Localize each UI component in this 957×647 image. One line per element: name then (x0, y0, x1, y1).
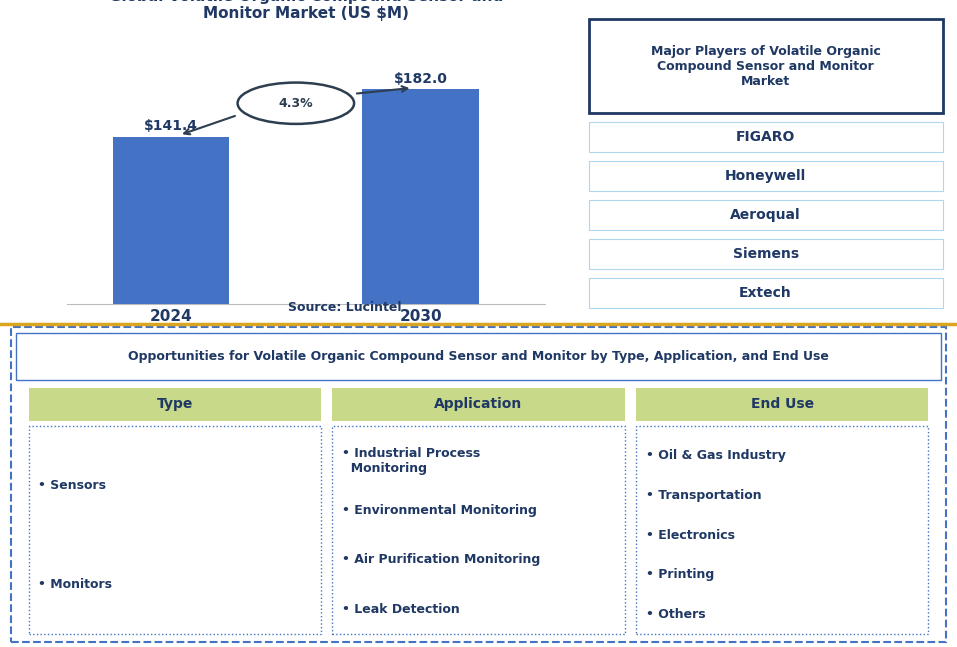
Text: • Transportation: • Transportation (646, 489, 761, 502)
Text: • Printing: • Printing (646, 568, 714, 581)
Text: Type: Type (157, 397, 193, 411)
Text: • Others: • Others (646, 608, 705, 620)
Text: Source: Lucintel: Source: Lucintel (288, 301, 402, 314)
Text: Aeroqual: Aeroqual (730, 208, 801, 222)
Text: • Environmental Monitoring: • Environmental Monitoring (342, 504, 537, 517)
Text: • Leak Detection: • Leak Detection (342, 603, 459, 616)
Text: • Electronics: • Electronics (646, 529, 735, 542)
Bar (113, 137, 230, 304)
Bar (363, 89, 478, 304)
Text: • Oil & Gas Industry: • Oil & Gas Industry (646, 450, 786, 463)
Text: • Industrial Process
  Monitoring: • Industrial Process Monitoring (342, 447, 480, 475)
Text: • Monitors: • Monitors (38, 578, 112, 591)
Text: 4.3%: 4.3% (278, 97, 313, 110)
Text: Opportunities for Volatile Organic Compound Sensor and Monitor by Type, Applicat: Opportunities for Volatile Organic Compo… (128, 350, 829, 363)
Text: Extech: Extech (739, 286, 792, 300)
Text: FIGARO: FIGARO (736, 130, 795, 144)
Text: Honeywell: Honeywell (725, 169, 806, 183)
Text: • Air Purification Monitoring: • Air Purification Monitoring (342, 553, 540, 566)
Text: End Use: End Use (750, 397, 813, 411)
Text: • Sensors: • Sensors (38, 479, 106, 492)
Text: Application: Application (434, 397, 523, 411)
Text: Major Players of Volatile Organic
Compound Sensor and Monitor
Market: Major Players of Volatile Organic Compou… (651, 45, 880, 88)
Text: Siemens: Siemens (732, 247, 799, 261)
Text: $141.4: $141.4 (144, 120, 198, 133)
Title: Global Volatile Organic Compound Sensor and
Monitor Market (US $M): Global Volatile Organic Compound Sensor … (109, 0, 503, 21)
Text: $182.0: $182.0 (393, 72, 448, 85)
